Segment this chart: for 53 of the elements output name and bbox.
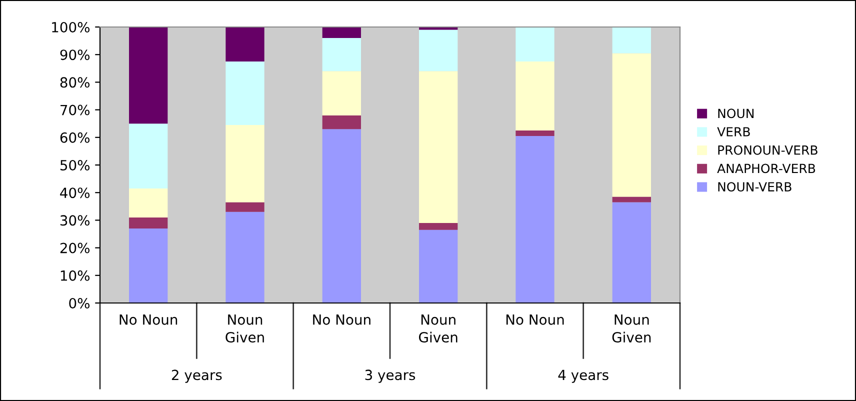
x-tick-label: Noun Given [226,314,264,343]
x-tick-label: Noun Given [419,314,458,343]
bar [612,196,651,202]
bar [129,217,168,228]
bar [226,62,264,125]
bar [129,27,168,124]
bar [129,124,168,188]
bar [419,71,458,223]
bar [612,53,651,197]
bar [226,27,264,62]
text: 2 years [172,370,222,383]
bar [419,27,458,30]
bar [516,136,554,303]
y-tick-label: 60% [60,132,90,143]
y-tick-label: 90% [60,50,90,60]
y-tick-label: 10% [60,270,90,281]
bar [612,202,651,303]
x-tick-label: Noun Given [612,314,651,343]
legend-label: NOUN-VERB [718,182,792,192]
bar [419,230,458,303]
text: 3 years [365,370,416,383]
legend-label: NOUN [718,108,754,118]
bar [516,27,554,62]
y-tick-label: 40% [60,188,90,198]
text: 4 years [558,370,608,383]
legend-label: ANAPHOR-VERB [717,164,816,174]
bar [516,62,554,130]
x-tick-label: No Noun [506,314,564,325]
bar [226,202,264,212]
x-tick-label: No Noun [120,314,178,325]
legend-label: PRONOUN-VERB [718,145,818,155]
bar [129,228,168,303]
y-tick-label: 20% [60,242,90,254]
bar [419,30,458,72]
bar [322,27,361,38]
y-tick-label: 70% [60,104,90,116]
bar [322,115,361,130]
bar [419,222,458,230]
legend-label: VERB [717,127,750,136]
y-tick-label: 50% [60,160,90,170]
bar [322,71,361,116]
bar [226,124,264,202]
bar [322,129,361,303]
bar [516,130,554,136]
y-tick-label: 0% [69,298,90,308]
bar [612,27,651,54]
y-tick-label: 30% [60,215,90,226]
bar [129,188,168,218]
x-tick-label: No Noun [313,314,370,325]
bar [322,38,361,72]
y-tick-label: 100% [52,22,90,32]
bar [226,212,264,303]
y-tick-label: 80% [60,77,90,88]
